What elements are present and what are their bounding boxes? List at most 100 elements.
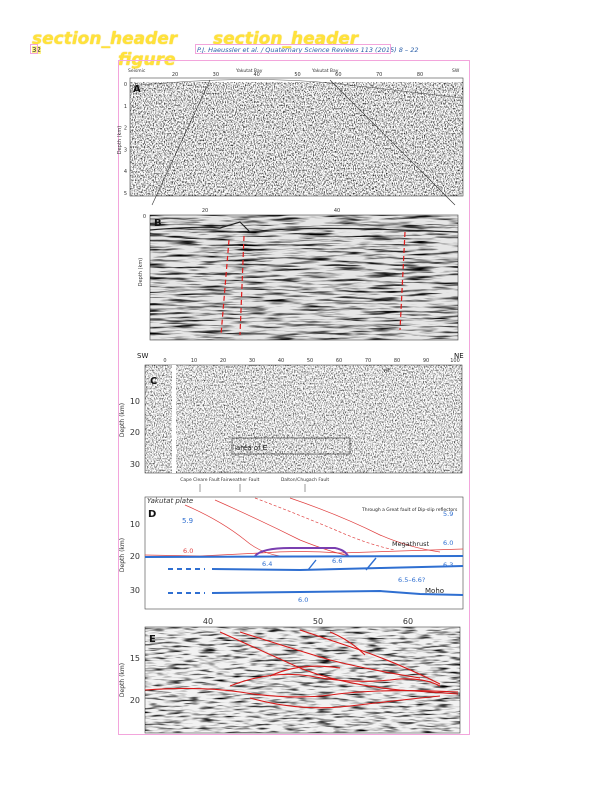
panel-d-top-text: Yakutat plate — [147, 497, 193, 505]
panel-d: Yakutat plate D 5.9 6.0 6.4 6.6 6.0 6.3 … — [119, 496, 464, 610]
panel-a-top-label-0: Seismic — [128, 68, 146, 74]
panel-d-velocity-5: 6.3 — [443, 561, 453, 569]
panel-e-fault-6 — [249, 695, 441, 709]
panel-e-x-tick-0: 40 — [203, 617, 213, 626]
panel-c-x-tick-3: 30 — [249, 358, 255, 364]
panel-e-x-tick-1: 50 — [313, 617, 323, 626]
panel-d-blue-arrow-1 — [307, 559, 317, 571]
panel-c-area-box — [231, 437, 351, 455]
panel-d-y-tick-2: 30 — [130, 586, 140, 595]
running-head-box — [195, 44, 391, 54]
panel-d-velocity-3: 6.6 — [332, 557, 342, 565]
panel-a-x-tick-2: 40 — [253, 72, 259, 78]
panel-b-letter: B — [154, 218, 162, 229]
panel-b-ylabel: Depth (km) — [138, 258, 144, 287]
panel-c-right-label: NE — [454, 352, 464, 360]
panel-d-velocity-8: 5.9 — [443, 510, 453, 518]
panel-c-gap — [172, 365, 176, 473]
panel-c-x-tick-4: 40 — [278, 358, 284, 364]
panel-a-top-label-2: Yakutat Bay — [311, 68, 339, 74]
panel-c: area of E C SW NE v/h 0 10 20 30 40 50 60 70 80 9… — [119, 352, 464, 492]
panel-a-zoom-line-left — [151, 79, 211, 206]
panel-d-fault-1 — [184, 504, 281, 557]
panel-c-x-tick-6: 60 — [336, 358, 342, 364]
panel-c-x-tick-8: 80 — [394, 358, 400, 364]
panel-b-y-tick-0: 0 — [143, 214, 146, 220]
panel-d-annot-moho: Moho — [425, 587, 444, 595]
panel-b-seismic — [150, 215, 458, 340]
panel-d-velocity-0: 5.9 — [182, 517, 193, 525]
panel-c-below-label-0: Cape Cleare Fault — [180, 477, 220, 483]
panel-a-x-tick-1: 30 — [213, 72, 219, 78]
panel-d-letter: D — [148, 509, 156, 520]
panel-a-y-tick-1: 1 — [124, 104, 127, 110]
panel-d-y-tick-0: 10 — [130, 520, 140, 529]
panel-a: A Seismic Yakutat Bay Yakutat Bay SW 20 3… — [117, 68, 464, 206]
panel-c-x-tick-2: 20 — [220, 358, 226, 364]
panel-c-box-label: area of E — [236, 444, 267, 452]
panel-d-moho-line — [211, 589, 464, 596]
panel-d-ylabel: Depth (km) — [119, 538, 126, 572]
panel-c-y-tick-0: 10 — [130, 397, 140, 406]
panel-d-velocity-7: 6.0 — [298, 596, 308, 604]
panel-c-left-label: SW — [137, 352, 148, 360]
panel-a-seafloor — [129, 79, 464, 99]
panel-d-velocity-1: 6.0 — [183, 547, 193, 555]
panel-a-top-label-1: Yakutat Bay — [235, 68, 263, 74]
section-header-label-2: section_header — [213, 29, 359, 49]
panel-b-x-tick-1: 40 — [334, 208, 340, 214]
panel-a-letter: A — [133, 84, 141, 95]
panel-d-fault-4 — [289, 497, 441, 553]
panel-e-fault-3 — [239, 631, 421, 679]
panel-b-x-tick-0: 20 — [202, 208, 208, 214]
panel-c-small-label: v/h — [383, 368, 391, 374]
panel-d-purple-body — [254, 547, 349, 557]
panel-d-velocity-4: 6.0 — [443, 539, 453, 547]
panel-e-seismic — [145, 627, 460, 733]
section-header-label-1: section_header — [32, 29, 178, 49]
panel-a-x-tick-6: 80 — [417, 72, 423, 78]
panel-c-x-tick-9: 90 — [423, 358, 429, 364]
panel-c-below-label-2: Dalton/Chugach Fault — [281, 477, 330, 483]
panel-e-red-faults — [144, 629, 459, 709]
panel-c-letter: C — [150, 376, 157, 387]
panel-b: B 20 40 0 Depth (km) — [138, 208, 459, 341]
panel-c-x-ticks: 0 10 20 30 40 50 60 70 80 90 100 — [163, 358, 459, 364]
panel-d-velocity-2: 6.4 — [262, 560, 272, 568]
panel-a-y-tick-0: 0 — [124, 82, 127, 88]
panel-e-y-tick-1: 20 — [130, 696, 140, 705]
panel-a-x-ticks: 20 30 40 50 60 70 80 — [172, 72, 423, 78]
panel-e-fault-2 — [219, 631, 459, 695]
panel-a-y-tick-4: 4 — [124, 169, 127, 175]
panel-d-frame — [144, 496, 464, 610]
panel-d-blue-layer-2 — [211, 565, 464, 572]
panel-b-seafloor — [149, 221, 459, 233]
panel-a-x-tick-0: 20 — [172, 72, 178, 78]
page-number-box — [30, 44, 38, 54]
panel-b-fault-3 — [399, 231, 406, 331]
panel-a-x-tick-5: 70 — [376, 72, 382, 78]
panel-a-y-tick-5: 5 — [124, 191, 127, 197]
panel-e: E 40 50 60 15 20 Depth (km) — [119, 617, 461, 734]
panel-a-seismic — [130, 82, 463, 196]
panel-d-blue-arrow-2 — [365, 557, 377, 571]
panel-d-velocity-6: 6.5–6.6? — [398, 576, 425, 584]
panel-c-y-tick-1: 20 — [130, 428, 140, 437]
panel-a-x-tick-4: 60 — [335, 72, 341, 78]
panel-d-y-tick-1: 20 — [130, 552, 140, 561]
panel-a-y-tick-3: 3 — [124, 147, 127, 153]
panel-c-x-tick-5: 50 — [307, 358, 313, 364]
panel-c-x-tick-0: 0 — [163, 358, 166, 364]
panel-e-fault-7 — [329, 631, 366, 656]
panel-c-x-tick-1: 10 — [191, 358, 197, 364]
panel-a-zoom-line-right — [329, 79, 456, 206]
panel-a-ylabel: Depth (km) — [117, 126, 123, 155]
figure-frame — [118, 60, 470, 735]
panel-c-y-tick-2: 30 — [130, 460, 140, 469]
panel-e-x-tick-2: 60 — [403, 617, 413, 626]
panel-a-y-ticks: 0 1 2 3 4 5 — [124, 82, 127, 197]
panel-c-ylabel: Depth (km) — [119, 403, 126, 437]
panel-e-fault-1 — [144, 687, 459, 698]
panel-d-fault-3 — [254, 497, 396, 551]
